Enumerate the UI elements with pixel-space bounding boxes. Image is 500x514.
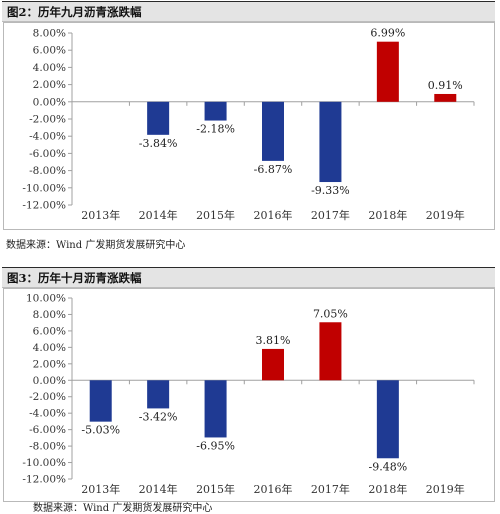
data-label: 0.91% xyxy=(428,79,463,92)
data-label: 7.05% xyxy=(313,307,348,320)
x-tick-label: 2018年 xyxy=(368,482,407,496)
data-label: 6.99% xyxy=(370,27,405,40)
y-tick-label: -10.00% xyxy=(22,457,66,469)
data-label: -9.48% xyxy=(369,460,408,473)
data-label: -6.87% xyxy=(254,163,293,176)
y-tick-label: -12.00% xyxy=(22,200,66,212)
bar xyxy=(204,380,227,438)
x-tick-label: 2013年 xyxy=(81,208,120,222)
bar xyxy=(319,101,342,183)
y-tick-label: 4.00% xyxy=(33,62,66,74)
data-label: -3.84% xyxy=(139,137,178,150)
y-tick-label: 4.00% xyxy=(33,342,66,354)
data-source-note: 数据来源：Wind 广发期货发展研究中心 xyxy=(6,240,186,251)
x-tick-label: 2016年 xyxy=(254,482,293,496)
y-tick-label: 8.00% xyxy=(33,28,66,40)
y-tick-label: 6.00% xyxy=(33,325,66,337)
bar-chart-october: 10.00% 8.00% 6.00% 4.00% 2.00% 0.00% -2.00% -4.… xyxy=(22,293,475,496)
bar xyxy=(89,380,112,422)
y-tick-label: 2.00% xyxy=(33,358,66,370)
chart-title: 图2：历年九月沥青涨跌幅 xyxy=(7,5,142,19)
y-tick-label: -12.00% xyxy=(22,474,66,486)
bar xyxy=(434,93,457,102)
bar-chart-september: 8.00% 6.00% 4.00% 2.00% 0.00% -2.00% -4.00% -6.… xyxy=(22,27,475,222)
y-tick-label: 0.00% xyxy=(33,96,66,108)
x-tick-label: 2015年 xyxy=(196,482,235,496)
x-tick-label: 2018年 xyxy=(368,208,407,222)
data-label: -5.03% xyxy=(81,424,120,437)
data-label: 3.81% xyxy=(256,334,291,347)
bar xyxy=(376,41,399,102)
chart-frame: 10.00% 8.00% 6.00% 4.00% 2.00% 0.00% -2.00% -4.… xyxy=(3,288,495,502)
y-tick-label: -8.00% xyxy=(29,441,66,453)
y-tick-label: 6.00% xyxy=(33,45,66,57)
x-tick-label: 2019年 xyxy=(426,482,465,496)
data-source-note: 数据来源：Wind 广发期货发展研究中心 xyxy=(33,503,213,514)
y-tick-label: 10.00% xyxy=(26,293,66,305)
y-tick-label: -4.00% xyxy=(29,131,66,143)
bar xyxy=(319,322,342,381)
y-tick-label: -6.00% xyxy=(29,148,66,160)
data-label: -6.95% xyxy=(196,439,235,452)
data-label: -9.33% xyxy=(311,184,350,197)
chart-title: 图3：历年十月沥青涨跌幅 xyxy=(7,271,142,285)
bar xyxy=(147,101,170,135)
y-tick-label: -4.00% xyxy=(29,408,66,420)
x-tick-label: 2015年 xyxy=(196,208,235,222)
x-tick-label: 2017年 xyxy=(311,482,350,496)
x-tick-label: 2019年 xyxy=(426,208,465,222)
x-tick-label: 2017年 xyxy=(311,208,350,222)
bar xyxy=(376,380,399,459)
bar xyxy=(262,348,284,381)
y-tick-label: 8.00% xyxy=(33,309,66,321)
x-tick-label: 2013年 xyxy=(81,482,120,496)
x-tick-label: 2016年 xyxy=(254,208,293,222)
chart-frame: 8.00% 6.00% 4.00% 2.00% 0.00% -2.00% -4.00% -6.… xyxy=(3,22,495,230)
y-tick-label: -8.00% xyxy=(29,165,66,177)
y-tick-label: 2.00% xyxy=(33,79,66,91)
y-tick-label: 0.00% xyxy=(33,375,66,387)
x-tick-label: 2014年 xyxy=(139,208,178,222)
chart-title-bar: 图2：历年九月沥青涨跌幅 xyxy=(2,1,495,22)
data-label: -2.18% xyxy=(196,123,235,136)
y-tick-label: -2.00% xyxy=(29,391,66,403)
y-tick-label: -2.00% xyxy=(29,114,66,126)
chart-title-bar: 图3：历年十月沥青涨跌幅 xyxy=(2,267,495,288)
x-tick-label: 2014年 xyxy=(139,482,178,496)
y-tick-label: -6.00% xyxy=(29,424,66,436)
bar xyxy=(204,101,227,121)
bar xyxy=(147,380,170,409)
data-label: -3.42% xyxy=(139,410,178,423)
bar xyxy=(262,101,284,161)
y-tick-label: -10.00% xyxy=(22,182,66,194)
